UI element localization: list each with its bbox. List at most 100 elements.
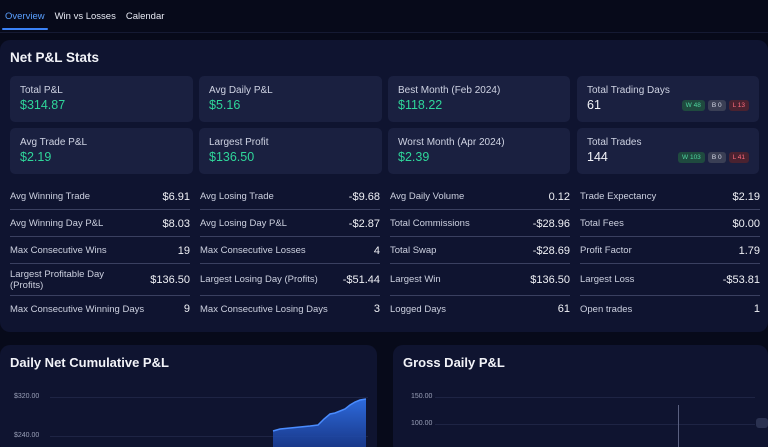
y-tick-label: $320.00 bbox=[14, 393, 40, 400]
cumulative-line bbox=[272, 398, 367, 432]
breakeven-badge: B 0 bbox=[707, 100, 726, 111]
stat-row: Avg Daily Volume 0.12 bbox=[390, 184, 570, 210]
stat-value: -$9.68 bbox=[348, 190, 380, 203]
stat-label: Logged Days bbox=[390, 303, 446, 315]
losses-badge: L 41 bbox=[728, 152, 749, 163]
stat-value: -$2.87 bbox=[348, 217, 380, 230]
stat-label: Avg Losing Trade bbox=[200, 191, 274, 202]
win-loss-badges: W 103 B 0 L 41 bbox=[678, 152, 749, 163]
stat-label: Profit Factor bbox=[580, 245, 632, 256]
card-label: Avg Trade P&L bbox=[20, 137, 88, 148]
chart-title: Daily Net Cumulative P&L bbox=[10, 355, 169, 370]
stat-label: Max Consecutive Losses bbox=[200, 245, 306, 256]
stat-label: Total Commissions bbox=[390, 218, 470, 229]
stat-row: Avg Losing Trade -$9.68 bbox=[200, 184, 380, 210]
stat-label: Trade Expectancy bbox=[580, 191, 657, 202]
tab-divider bbox=[0, 32, 768, 33]
stat-value: $2.19 bbox=[732, 190, 760, 203]
stat-row: Total Swap -$28.69 bbox=[390, 238, 570, 264]
tab-win-vs-losses[interactable]: Win vs Losses bbox=[54, 10, 116, 22]
card-value: $2.19 bbox=[20, 150, 52, 164]
y-tick-label: 100.00 bbox=[411, 420, 433, 427]
stat-label: Largest Profitable Day (Profits) bbox=[10, 268, 104, 291]
card-label: Largest Profit bbox=[209, 137, 269, 148]
card-value: $136.50 bbox=[209, 150, 255, 164]
stat-label: Largest Losing Day (Profits) bbox=[200, 274, 318, 285]
stat-row: Max Consecutive Losses 4 bbox=[200, 238, 380, 264]
gridline bbox=[50, 436, 368, 437]
stat-label: Total Fees bbox=[580, 218, 624, 229]
stat-row: Open trades 1 bbox=[580, 296, 760, 322]
total-trades-card: Total Trades 144 W 103 B 0 L 41 bbox=[577, 128, 759, 174]
stat-label: Open trades bbox=[580, 303, 633, 315]
cumulative-pnl-panel: Daily Net Cumulative P&L $320.00 $240.00 bbox=[0, 345, 377, 447]
stat-row: Total Fees $0.00 bbox=[580, 211, 760, 237]
card-label: Total Trades bbox=[587, 137, 642, 148]
card-label: Best Month (Feb 2024) bbox=[398, 85, 501, 96]
cumulative-area bbox=[273, 399, 366, 447]
net-pnl-stats-panel: Net P&L Stats Total P&L $314.87 Avg Dail… bbox=[0, 40, 768, 332]
card-value: $5.16 bbox=[209, 98, 241, 112]
stat-value: -$28.69 bbox=[532, 244, 570, 257]
card-value: 61 bbox=[587, 98, 601, 112]
stat-row: Max Consecutive Winning Days 9 bbox=[10, 296, 190, 322]
stat-row: Profit Factor 1.79 bbox=[580, 238, 760, 264]
stat-label: Avg Daily Volume bbox=[390, 191, 465, 202]
tab-overview[interactable]: Overview bbox=[0, 0, 50, 32]
stat-row: Avg Losing Day P&L -$2.87 bbox=[200, 211, 380, 237]
card-value: $314.87 bbox=[20, 98, 66, 112]
stat-value: 61 bbox=[557, 303, 570, 315]
tab-calendar[interactable]: Calendar bbox=[125, 10, 165, 22]
avg-trade-pnl-card: Avg Trade P&L $2.19 bbox=[10, 128, 193, 174]
stat-value: $0.00 bbox=[732, 217, 760, 230]
breakeven-badge: B 0 bbox=[707, 152, 726, 163]
stat-value: $8.03 bbox=[162, 217, 190, 230]
scroll-handle[interactable] bbox=[756, 418, 768, 428]
best-month-card: Best Month (Feb 2024) $118.22 bbox=[388, 76, 570, 122]
stat-value: $136.50 bbox=[530, 273, 570, 286]
stat-value: 1.79 bbox=[738, 244, 760, 257]
cumulative-area-chart bbox=[272, 398, 367, 447]
stat-value: 1 bbox=[753, 303, 760, 315]
stat-row: Largest Losing Day (Profits) -$51.44 bbox=[200, 264, 380, 296]
card-label: Avg Daily P&L bbox=[209, 85, 273, 96]
total-pnl-card: Total P&L $314.87 bbox=[10, 76, 193, 122]
bar-mark bbox=[678, 405, 679, 447]
stat-row: Max Consecutive Wins 19 bbox=[10, 238, 190, 264]
stat-value: -$28.96 bbox=[532, 217, 570, 230]
tab-bar: Overview Win vs Losses Calendar bbox=[0, 0, 768, 32]
stat-row: Avg Winning Day P&L $8.03 bbox=[10, 211, 190, 237]
stat-value: 3 bbox=[373, 303, 380, 315]
gridline bbox=[435, 397, 755, 398]
stat-label: Largest Loss bbox=[580, 274, 635, 285]
stat-value: 9 bbox=[183, 303, 190, 315]
card-label: Total Trading Days bbox=[587, 85, 670, 96]
stat-row: Largest Profitable Day (Profits) $136.50 bbox=[10, 264, 190, 296]
stat-row: Avg Winning Trade $6.91 bbox=[10, 184, 190, 210]
stat-value: 0.12 bbox=[548, 190, 570, 203]
losses-badge: L 13 bbox=[728, 100, 749, 111]
stat-value: $6.91 bbox=[162, 190, 190, 203]
gridline bbox=[50, 397, 368, 398]
stat-value: 19 bbox=[177, 244, 190, 257]
stat-label: Avg Winning Day P&L bbox=[10, 218, 104, 229]
stat-label: Max Consecutive Wins bbox=[10, 245, 107, 256]
card-value: 144 bbox=[587, 150, 608, 164]
stat-value: $136.50 bbox=[150, 273, 190, 286]
stat-row: Total Commissions -$28.96 bbox=[390, 211, 570, 237]
y-tick-label: $240.00 bbox=[14, 432, 40, 439]
stat-label: Avg Losing Day P&L bbox=[200, 218, 287, 229]
stat-label: Max Consecutive Winning Days bbox=[10, 303, 145, 315]
stat-label: Total Swap bbox=[390, 245, 437, 256]
largest-profit-card: Largest Profit $136.50 bbox=[199, 128, 382, 174]
stat-row: Trade Expectancy $2.19 bbox=[580, 184, 760, 210]
stat-label: Avg Winning Trade bbox=[10, 191, 91, 202]
stat-row: Max Consecutive Losing Days 3 bbox=[200, 296, 380, 322]
stat-row: Logged Days 61 bbox=[390, 296, 570, 322]
gridline bbox=[435, 424, 755, 425]
panel-title: Net P&L Stats bbox=[10, 50, 100, 65]
total-trading-days-card: Total Trading Days 61 W 48 B 0 L 13 bbox=[577, 76, 759, 122]
stat-value: -$51.44 bbox=[342, 273, 380, 286]
card-label: Total P&L bbox=[20, 85, 63, 96]
y-tick-label: 150.00 bbox=[411, 393, 433, 400]
